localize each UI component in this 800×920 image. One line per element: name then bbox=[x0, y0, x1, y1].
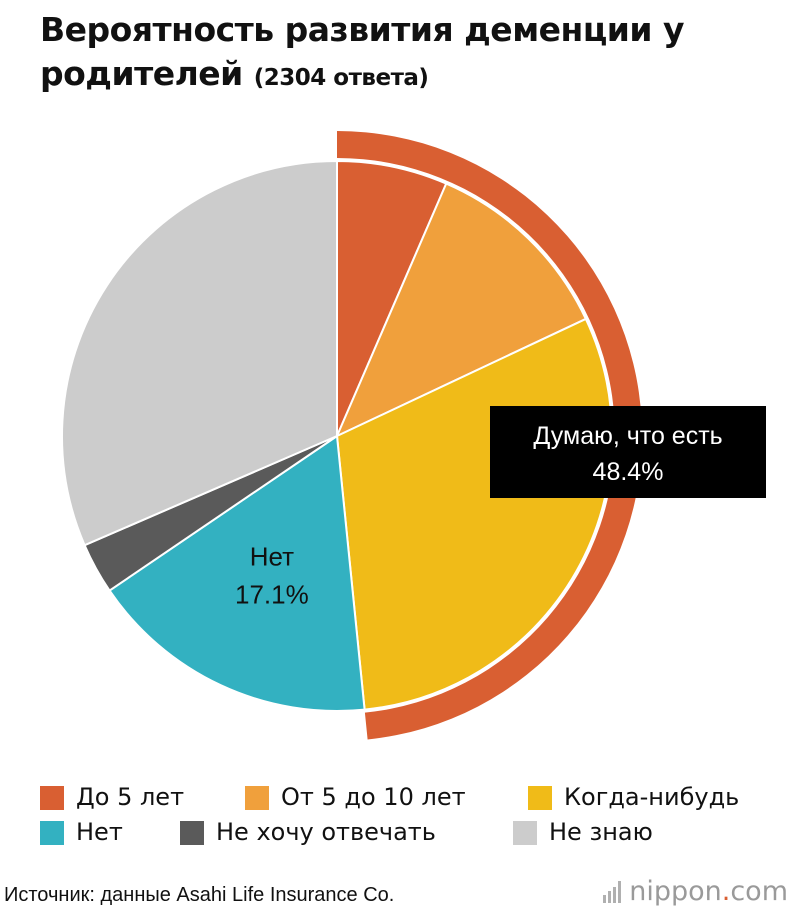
legend-swatch bbox=[40, 785, 64, 810]
legend-item-ot-5-do-10-let: От 5 до 10 лет bbox=[245, 780, 528, 815]
legend-swatch bbox=[180, 820, 204, 845]
chart-title-main: Вероятность развития деменции у родителе… bbox=[40, 10, 685, 93]
legend-label: Когда-нибудь bbox=[564, 783, 740, 811]
legend-swatch bbox=[40, 820, 64, 845]
legend-swatch bbox=[513, 820, 537, 845]
chart-title-sub: (2304 ответа) bbox=[253, 65, 429, 91]
pie-slice-3 bbox=[108, 435, 366, 712]
brand-mark-icon bbox=[603, 880, 623, 903]
legend-label: Нет bbox=[76, 818, 123, 846]
source-note: Источник: данные Asahi Life Insurance Co… bbox=[4, 884, 395, 906]
group-total-value: 48.4% bbox=[593, 458, 664, 486]
group-total-label: Думаю, что есть bbox=[533, 422, 722, 450]
chart-title: Вероятность развития деменции у родителе… bbox=[40, 8, 780, 100]
legend-label: Не знаю bbox=[549, 818, 653, 846]
legend-label: До 5 лет bbox=[76, 783, 185, 811]
pie-slice-5 bbox=[61, 160, 338, 547]
brand-name: nippon bbox=[629, 876, 722, 907]
brand-dot: . bbox=[721, 876, 731, 907]
slice-label-net: Нет bbox=[250, 542, 294, 572]
chart-legend: До 5 лет От 5 до 10 лет Когда-нибудь Нет… bbox=[40, 780, 780, 850]
brand-logo[interactable]: nippon. com bbox=[603, 876, 788, 907]
group-total-callout bbox=[490, 406, 766, 498]
legend-item-ne-hochu-otvechat: Не хочу отвечать bbox=[180, 815, 513, 850]
pie-slice-0 bbox=[336, 160, 448, 437]
legend-item-do-5-let: До 5 лет bbox=[40, 780, 245, 815]
pie-chart: Нет 17.1% Думаю, что есть 48.4% bbox=[61, 131, 766, 740]
legend-label: От 5 до 10 лет bbox=[281, 783, 466, 811]
legend-swatch bbox=[528, 785, 552, 810]
legend-swatch bbox=[245, 785, 269, 810]
brand-suffix: com bbox=[730, 876, 788, 907]
legend-item-net: Нет bbox=[40, 815, 180, 850]
slice-value-net: 17.1% bbox=[235, 580, 309, 610]
legend-item-kogda-nibud: Когда-нибудь bbox=[528, 780, 739, 815]
legend-item-ne-znayu: Не знаю bbox=[513, 815, 653, 850]
pie-slice-1 bbox=[336, 182, 587, 437]
legend-label: Не хочу отвечать bbox=[216, 818, 436, 846]
